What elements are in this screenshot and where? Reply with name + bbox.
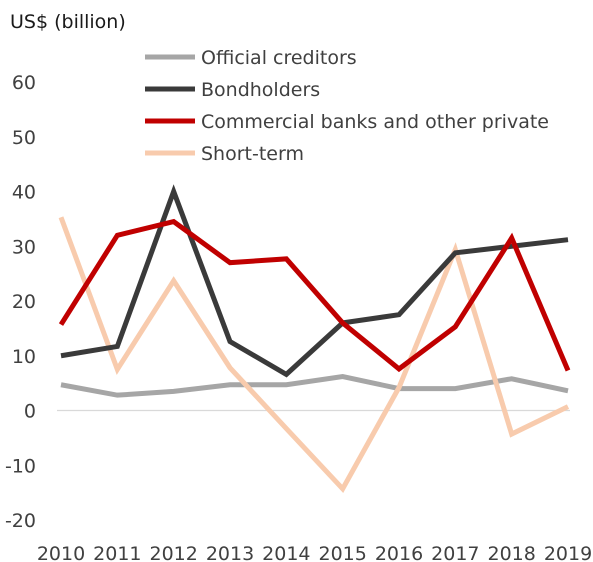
series-line-bondholders xyxy=(60,184,569,378)
x-axis-ticks: 2010 2011 2012 2013 2014 2015 2016 2017 2018 2019 xyxy=(37,543,592,562)
legend-label-bondholders: Bondholders xyxy=(201,79,320,101)
y-axis-ticks: -20 -10 0 10 20 30 40 50 60 xyxy=(5,72,36,532)
legend-label-commercial-banks-and-other-private: Commercial banks and other private xyxy=(201,111,549,133)
legend-label-short-term: Short-term xyxy=(201,143,304,165)
x-tick-label: 2014 xyxy=(262,543,310,562)
x-tick-label: 2013 xyxy=(206,543,254,562)
x-tick-label: 2019 xyxy=(544,543,592,562)
x-tick-label: 2010 xyxy=(37,543,85,562)
y-tick-label: 20 xyxy=(12,291,36,313)
y-tick-label: 10 xyxy=(12,346,36,368)
legend-label-official-creditors: Official creditors xyxy=(201,47,357,69)
series-line-short-term xyxy=(58,216,570,494)
y-tick-label: 50 xyxy=(12,127,36,149)
x-tick-label: 2017 xyxy=(431,543,479,562)
y-tick-label: -20 xyxy=(5,510,36,532)
y-tick-label: 30 xyxy=(12,236,36,258)
series-line-official-creditors xyxy=(60,374,569,398)
x-tick-label: 2015 xyxy=(318,543,366,562)
legend: Official creditors Bondholders Commercial … xyxy=(145,47,549,165)
x-tick-label: 2011 xyxy=(93,543,141,562)
y-tick-label: 60 xyxy=(12,72,36,94)
x-tick-label: 2012 xyxy=(149,543,197,562)
y-axis-unit-label: US$ (billion) xyxy=(10,11,126,33)
y-tick-label: 40 xyxy=(12,182,36,204)
y-tick-label: 0 xyxy=(24,401,36,423)
x-tick-label: 2018 xyxy=(487,543,535,562)
series-lines xyxy=(58,184,571,494)
x-tick-label: 2016 xyxy=(375,543,423,562)
series-line-commercial-banks-and-other-private xyxy=(58,218,571,373)
y-tick-label: -10 xyxy=(5,455,36,477)
